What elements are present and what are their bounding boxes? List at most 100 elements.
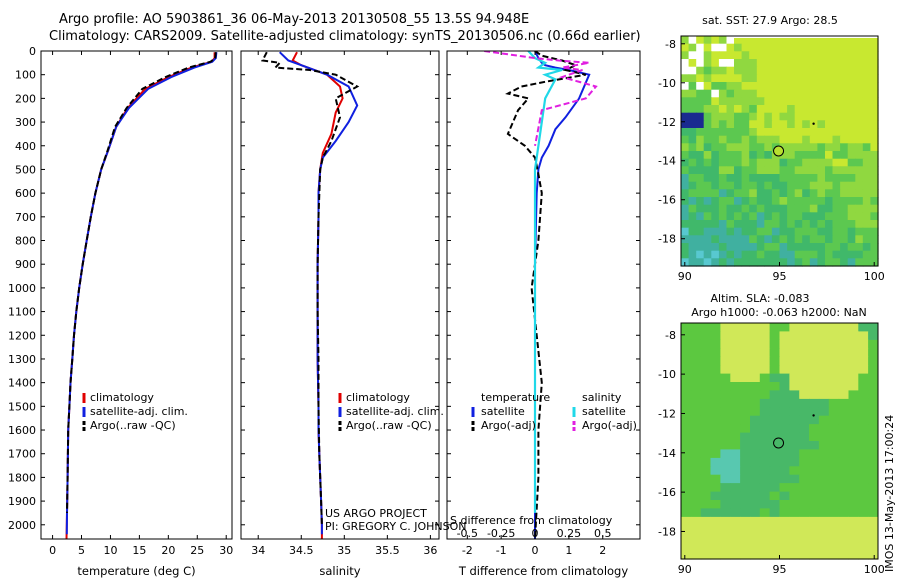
sst-cell xyxy=(847,105,856,114)
sst-cell xyxy=(809,243,818,252)
sla-cell xyxy=(799,508,810,518)
sst-cell xyxy=(726,128,735,137)
sla-cell xyxy=(710,466,721,476)
sla-cell xyxy=(750,542,761,552)
sst-cell xyxy=(749,59,758,68)
sla-cell xyxy=(818,533,830,543)
sst-cell xyxy=(802,59,811,68)
sla-cell xyxy=(828,365,840,375)
sst-ytick-label: -10 xyxy=(658,77,676,90)
sst-cell xyxy=(825,181,834,190)
sst-cell xyxy=(726,112,735,121)
sst-cell xyxy=(840,105,849,114)
sst-cell xyxy=(703,250,712,259)
sla-cell xyxy=(799,348,810,358)
sst-cell xyxy=(681,181,690,190)
sst-cell xyxy=(749,243,758,252)
sst-cell xyxy=(718,97,728,106)
sla-cell xyxy=(818,331,830,341)
sst-cell xyxy=(696,174,705,183)
sst-cell xyxy=(847,59,856,68)
sst-cell xyxy=(794,89,803,98)
sst-cell xyxy=(817,243,826,252)
sla-cell xyxy=(681,356,692,366)
sst-cell xyxy=(734,197,743,206)
sla-cell xyxy=(818,356,830,366)
sst-cell xyxy=(771,82,781,91)
sla-cell xyxy=(789,500,800,509)
sst-cell xyxy=(681,204,690,213)
sst-cell xyxy=(825,89,834,98)
sla-cell xyxy=(681,516,692,526)
sst-cell xyxy=(711,97,720,106)
sla-cell xyxy=(858,441,869,450)
sla-cell xyxy=(848,449,859,459)
sst-cell xyxy=(862,174,871,183)
sst-cell xyxy=(779,82,788,91)
temperature-ytick-label: 900 xyxy=(15,258,36,271)
diff-legend-label: satellite xyxy=(481,405,525,418)
sst-cell xyxy=(855,212,864,221)
sst-cell xyxy=(862,135,871,144)
sla-cell xyxy=(690,483,702,493)
sst-cell xyxy=(840,59,849,68)
sst-cell xyxy=(809,235,818,244)
sst-cell xyxy=(847,227,856,236)
sla-cell xyxy=(818,398,830,408)
temperature-ytick-label: 1500 xyxy=(8,400,36,413)
sla-cell xyxy=(838,348,849,358)
sla-cell xyxy=(779,356,790,366)
sla-cell xyxy=(750,491,761,501)
sst-cell xyxy=(847,204,856,213)
sst-cell xyxy=(862,189,871,198)
sst-cell xyxy=(787,82,796,91)
sla-cell xyxy=(818,550,830,560)
sst-cell xyxy=(696,166,705,175)
sla-cell xyxy=(710,508,721,518)
sla-cell xyxy=(700,365,712,375)
sst-cell xyxy=(771,181,781,190)
sst-cell xyxy=(696,151,705,160)
sst-cell xyxy=(703,43,712,52)
sst-cell xyxy=(764,212,773,221)
sst-cell xyxy=(726,36,735,45)
sst-cell xyxy=(855,128,864,137)
sst-cell xyxy=(802,189,811,198)
sst-cell xyxy=(809,189,818,198)
sst-cell xyxy=(756,258,765,267)
sla-cell xyxy=(789,365,800,375)
sst-cell xyxy=(681,89,690,98)
sst-cell xyxy=(734,181,743,190)
sst-cell xyxy=(832,189,841,198)
sst-cell xyxy=(802,82,811,91)
sla-ytick-label: -16 xyxy=(658,486,676,499)
sst-cell xyxy=(832,204,841,213)
sst-cell xyxy=(688,89,697,98)
sla-cell xyxy=(868,356,879,366)
sst-cell xyxy=(809,151,818,160)
sst-cell xyxy=(756,82,765,91)
sst-cell xyxy=(681,243,690,252)
sst-cell xyxy=(840,250,849,259)
sla-cell xyxy=(681,525,692,535)
sst-cell xyxy=(802,151,811,160)
sla-cell xyxy=(809,407,820,417)
difference-xtick-label: -2 xyxy=(462,544,473,557)
sla-cell xyxy=(740,339,751,349)
sst-cell xyxy=(779,204,788,213)
sla-cell xyxy=(818,516,830,526)
salinity-xtick-label: 34.5 xyxy=(289,544,314,557)
sst-cell xyxy=(756,166,765,175)
sst-cell xyxy=(802,112,811,121)
sla-cell xyxy=(828,348,840,358)
temperature-ytick-label: 100 xyxy=(15,69,36,82)
sla-cell xyxy=(720,365,731,375)
sst-cell xyxy=(840,128,849,137)
sla-cell xyxy=(700,542,712,552)
sst-cell xyxy=(703,220,712,229)
salinity-xtick-label: 35.5 xyxy=(375,544,400,557)
sst-cell xyxy=(726,135,735,144)
sst-cell xyxy=(787,258,796,267)
sst-cell xyxy=(870,89,879,98)
sla-cell xyxy=(690,525,702,535)
